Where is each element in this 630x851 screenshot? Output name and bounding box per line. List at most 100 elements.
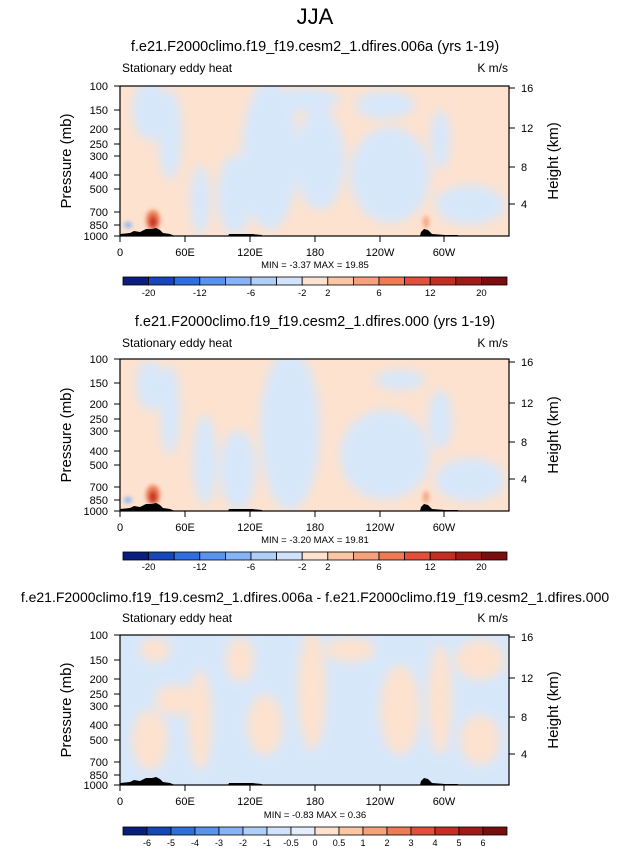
x-tick-label: 60W	[433, 247, 456, 259]
colorbar-box	[276, 551, 303, 561]
colorbar-tick-label: 0	[312, 838, 317, 848]
figure-title: JJA	[297, 4, 334, 29]
colorbar-tick-label: -6	[247, 288, 255, 299]
colorbar-box	[378, 276, 406, 286]
x-axis: 0 60E 120E 180 120W 60W	[117, 236, 456, 259]
y-tick-label: 300	[90, 151, 108, 163]
y-tick-label: 100	[90, 81, 108, 93]
y-axis-title: Pressure (mb)	[58, 662, 75, 757]
height-tick-label: 8	[521, 162, 527, 174]
colorbar-tick-label: -2	[298, 288, 306, 299]
min-max-stats: MIN = -3.37 MAX = 19.85	[261, 260, 369, 271]
y-tick-label: 250	[90, 689, 108, 701]
colorbar-box	[301, 276, 329, 286]
colorbar-tick-label: -0.5	[283, 838, 299, 848]
colorbar-box	[362, 826, 388, 836]
y-axis-pressure: 100 150 200 250 300 400 500 700 850 1000…	[58, 354, 120, 518]
colorbar-box	[404, 276, 431, 286]
y-tick-label: 850	[90, 770, 108, 782]
y-tick-label: 300	[90, 426, 108, 438]
colorbar-box	[434, 826, 460, 836]
y-tick-label: 500	[90, 460, 108, 472]
y-tick-label: 400	[90, 446, 108, 458]
colorbar-box	[242, 826, 268, 836]
colorbar-tick-label: 4	[432, 838, 437, 848]
colorbar-box	[250, 551, 278, 561]
height-tick-label: 12	[521, 673, 533, 685]
height-tick-label: 8	[521, 437, 527, 449]
colorbar-tick-label: 0.5	[333, 838, 346, 848]
colorbar-tick-label: 1	[360, 838, 365, 848]
panel-units-label: K m/s	[477, 61, 508, 75]
panel-left-label: Stationary eddy heat	[122, 61, 233, 75]
y-tick-label: 400	[90, 170, 108, 182]
colorbar-box	[148, 276, 175, 286]
height-tick-label: 4	[521, 199, 527, 211]
y-axis-title: Pressure (mb)	[58, 387, 75, 482]
y-tick-label: 1000	[84, 231, 108, 243]
panel-3: f.e21.F2000climo.f19_f19.cesm2_1.dfires.…	[21, 589, 610, 848]
colorbar-box	[224, 551, 252, 561]
y-tick-label: 200	[90, 399, 108, 411]
colorbar-tick-label: 12	[425, 288, 436, 299]
colorbar-box	[173, 551, 201, 561]
y-axis-right-title: Height (km)	[545, 122, 562, 200]
y-tick-label: 100	[90, 630, 108, 642]
x-axis: 0 60E 120E 180 120W 60W	[117, 785, 456, 808]
y-tick-label: 700	[90, 482, 108, 494]
colorbar-box	[218, 826, 244, 836]
colorbar-tick-label: -12	[193, 562, 207, 573]
y-tick-label: 300	[90, 701, 108, 713]
colorbar-box	[352, 276, 380, 286]
contour-field	[120, 86, 509, 236]
panel-title: f.e21.F2000climo.f19_f19.cesm2_1.dfires.…	[135, 314, 495, 330]
x-tick-label: 180	[306, 796, 324, 808]
y-tick-label: 100	[90, 354, 108, 366]
colorbar-tick-label: -20	[142, 288, 156, 299]
y-tick-label: 1000	[84, 506, 108, 518]
colorbar-box	[199, 551, 226, 561]
colorbar-tick-label: 12	[425, 562, 436, 573]
x-tick-label: 180	[306, 247, 324, 259]
x-tick-label: 120W	[366, 522, 395, 534]
colorbar-tick-label: 20	[476, 562, 487, 573]
height-tick-label: 16	[521, 357, 533, 369]
y-tick-label: 500	[90, 184, 108, 196]
colorbar-tick-label: -2	[298, 562, 306, 573]
colorbar-box	[429, 551, 457, 561]
y-axis-height: 16 12 8 4 Height (km)	[509, 357, 562, 486]
colorbar-tick-label: -12	[193, 288, 207, 299]
panel-left-label: Stationary eddy heat	[122, 611, 233, 625]
colorbar-box	[352, 551, 380, 561]
x-tick-label: 0	[117, 522, 123, 534]
panel-units-label: K m/s	[477, 611, 508, 625]
x-tick-label: 0	[117, 796, 123, 808]
colorbar-box	[276, 276, 303, 286]
y-axis-height: 16 12 8 4 Height (km)	[509, 632, 562, 761]
colorbar-box	[148, 551, 175, 561]
colorbar-tick-label: 2	[325, 288, 330, 299]
x-axis: 0 60E 120E 180 120W 60W	[117, 511, 456, 534]
height-tick-label: 4	[521, 749, 527, 761]
min-max-stats: MIN = -0.83 MAX = 0.36	[264, 810, 366, 821]
y-tick-label: 250	[90, 139, 108, 151]
y-axis-pressure: 100 150 200 250 300 400 500 700 850 1000…	[58, 630, 120, 792]
x-tick-label: 60W	[433, 796, 456, 808]
y-tick-label: 200	[90, 124, 108, 136]
colorbar-tick-label: 20	[476, 288, 487, 299]
colorbar-tick-label: -1	[263, 838, 271, 848]
colorbar-box	[480, 551, 508, 561]
colorbar-box	[290, 826, 316, 836]
colorbar-box	[429, 276, 457, 286]
colorbar-box	[199, 276, 226, 286]
y-axis-right-title: Height (km)	[545, 671, 562, 749]
colorbar-tick-label: 6	[376, 288, 381, 299]
panel-units-label: K m/s	[477, 336, 508, 350]
x-tick-label: 120E	[237, 796, 263, 808]
height-tick-label: 16	[521, 83, 533, 95]
y-tick-label: 700	[90, 757, 108, 769]
colorbar-box	[173, 276, 201, 286]
colorbar: -20 -12 -6 -2 2 6 12 20	[122, 276, 508, 299]
colorbar-tick-label: -6	[143, 838, 151, 848]
